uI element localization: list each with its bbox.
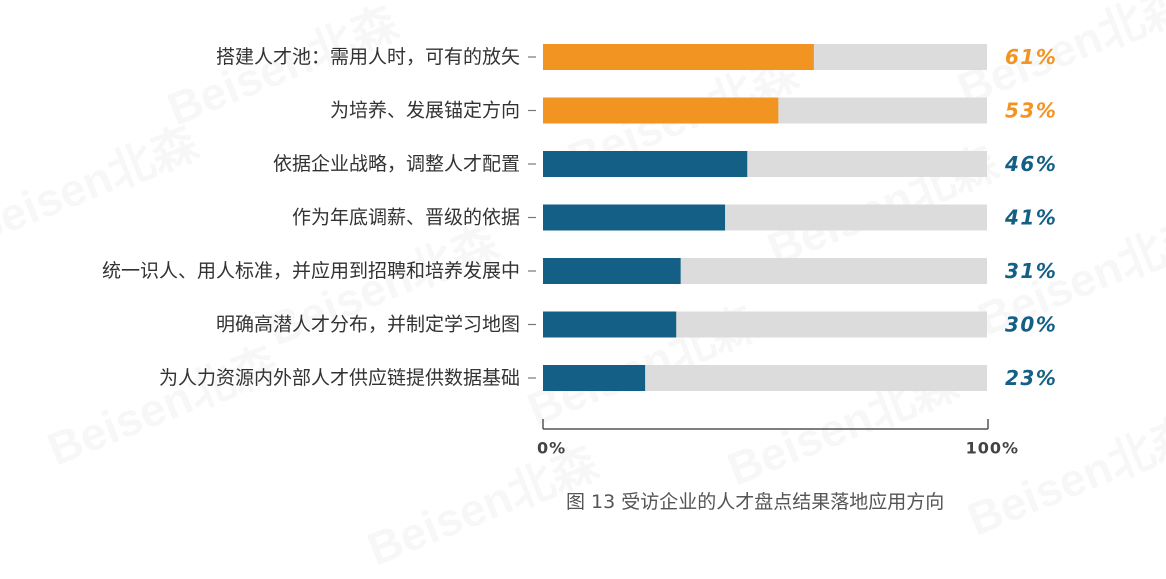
bar: [543, 258, 681, 284]
category-label: 明确高潜人才分布，并制定学习地图: [216, 314, 520, 336]
bar-chart: 搭建人才池：需用人时，可有的放矢 61% 为培养、发展锚定方向 53% 依据企业战略，调…: [102, 44, 1057, 458]
value-label: 30%: [1005, 313, 1057, 337]
bar: [543, 97, 779, 124]
category-label: 作为年底调薪、晋级的依据: [292, 207, 520, 229]
bar: [543, 44, 814, 70]
category-label: 为人力资源内外部人才供应链提供数据基础: [159, 367, 520, 389]
figure-caption: 图 13 受访企业的人才盘点结果落地应用方向: [566, 491, 945, 513]
category-label: 依据企业战略，调整人才配置: [273, 153, 520, 175]
value-label: 53%: [1005, 99, 1057, 123]
value-label: 31%: [1005, 259, 1057, 283]
category-label: 搭建人才池：需用人时，可有的放矢: [216, 46, 520, 68]
bar: [543, 311, 677, 338]
value-label: 23%: [1005, 366, 1057, 390]
category-label: 统一识人、用人标准，并应用到招聘和培养发展中: [102, 260, 520, 282]
x-tick-label: 0%: [537, 439, 566, 458]
x-tick-label: 100%: [966, 439, 1019, 458]
value-label: 41%: [1004, 206, 1057, 230]
bar: [543, 204, 726, 231]
value-label: 61%: [1005, 45, 1057, 69]
value-label: 46%: [1004, 152, 1057, 176]
category-label: 为培养、发展锚定方向: [330, 100, 520, 122]
bar: [543, 151, 748, 177]
bar: [543, 365, 646, 391]
